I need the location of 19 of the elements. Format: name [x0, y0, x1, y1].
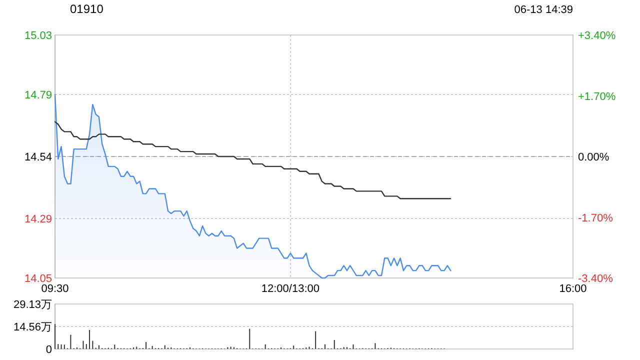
- y-tick-label: 14.29: [24, 213, 52, 226]
- y-tick-label: 14.05: [24, 273, 52, 285]
- y-tick-label: 14.79: [24, 90, 52, 102]
- y2-tick-label: -1.70%: [578, 212, 614, 224]
- line-series: [54, 121, 452, 200]
- x-tick-label: 09:30: [41, 283, 69, 295]
- y-tick-label: 29.13万: [13, 299, 52, 311]
- x-tick-label: 16:00: [559, 283, 587, 295]
- chart-title: 01910: [70, 2, 104, 16]
- x-tick-label: 12:00/13:00: [261, 283, 320, 295]
- y2-tick-label: +3.40%: [578, 30, 616, 42]
- y2-tick-label: 0.00%: [578, 152, 610, 164]
- y-tick-label: 0: [46, 344, 52, 356]
- y-tick-label: 14.56万: [13, 322, 52, 334]
- y-tick-label: 14.54: [24, 152, 52, 164]
- text: 06-13 14:39: [514, 4, 573, 16]
- y-tick-label: 15.03: [24, 30, 52, 42]
- y2-tick-label: +1.70%: [578, 90, 616, 103]
- y2-tick-label: -3.40%: [578, 273, 614, 285]
